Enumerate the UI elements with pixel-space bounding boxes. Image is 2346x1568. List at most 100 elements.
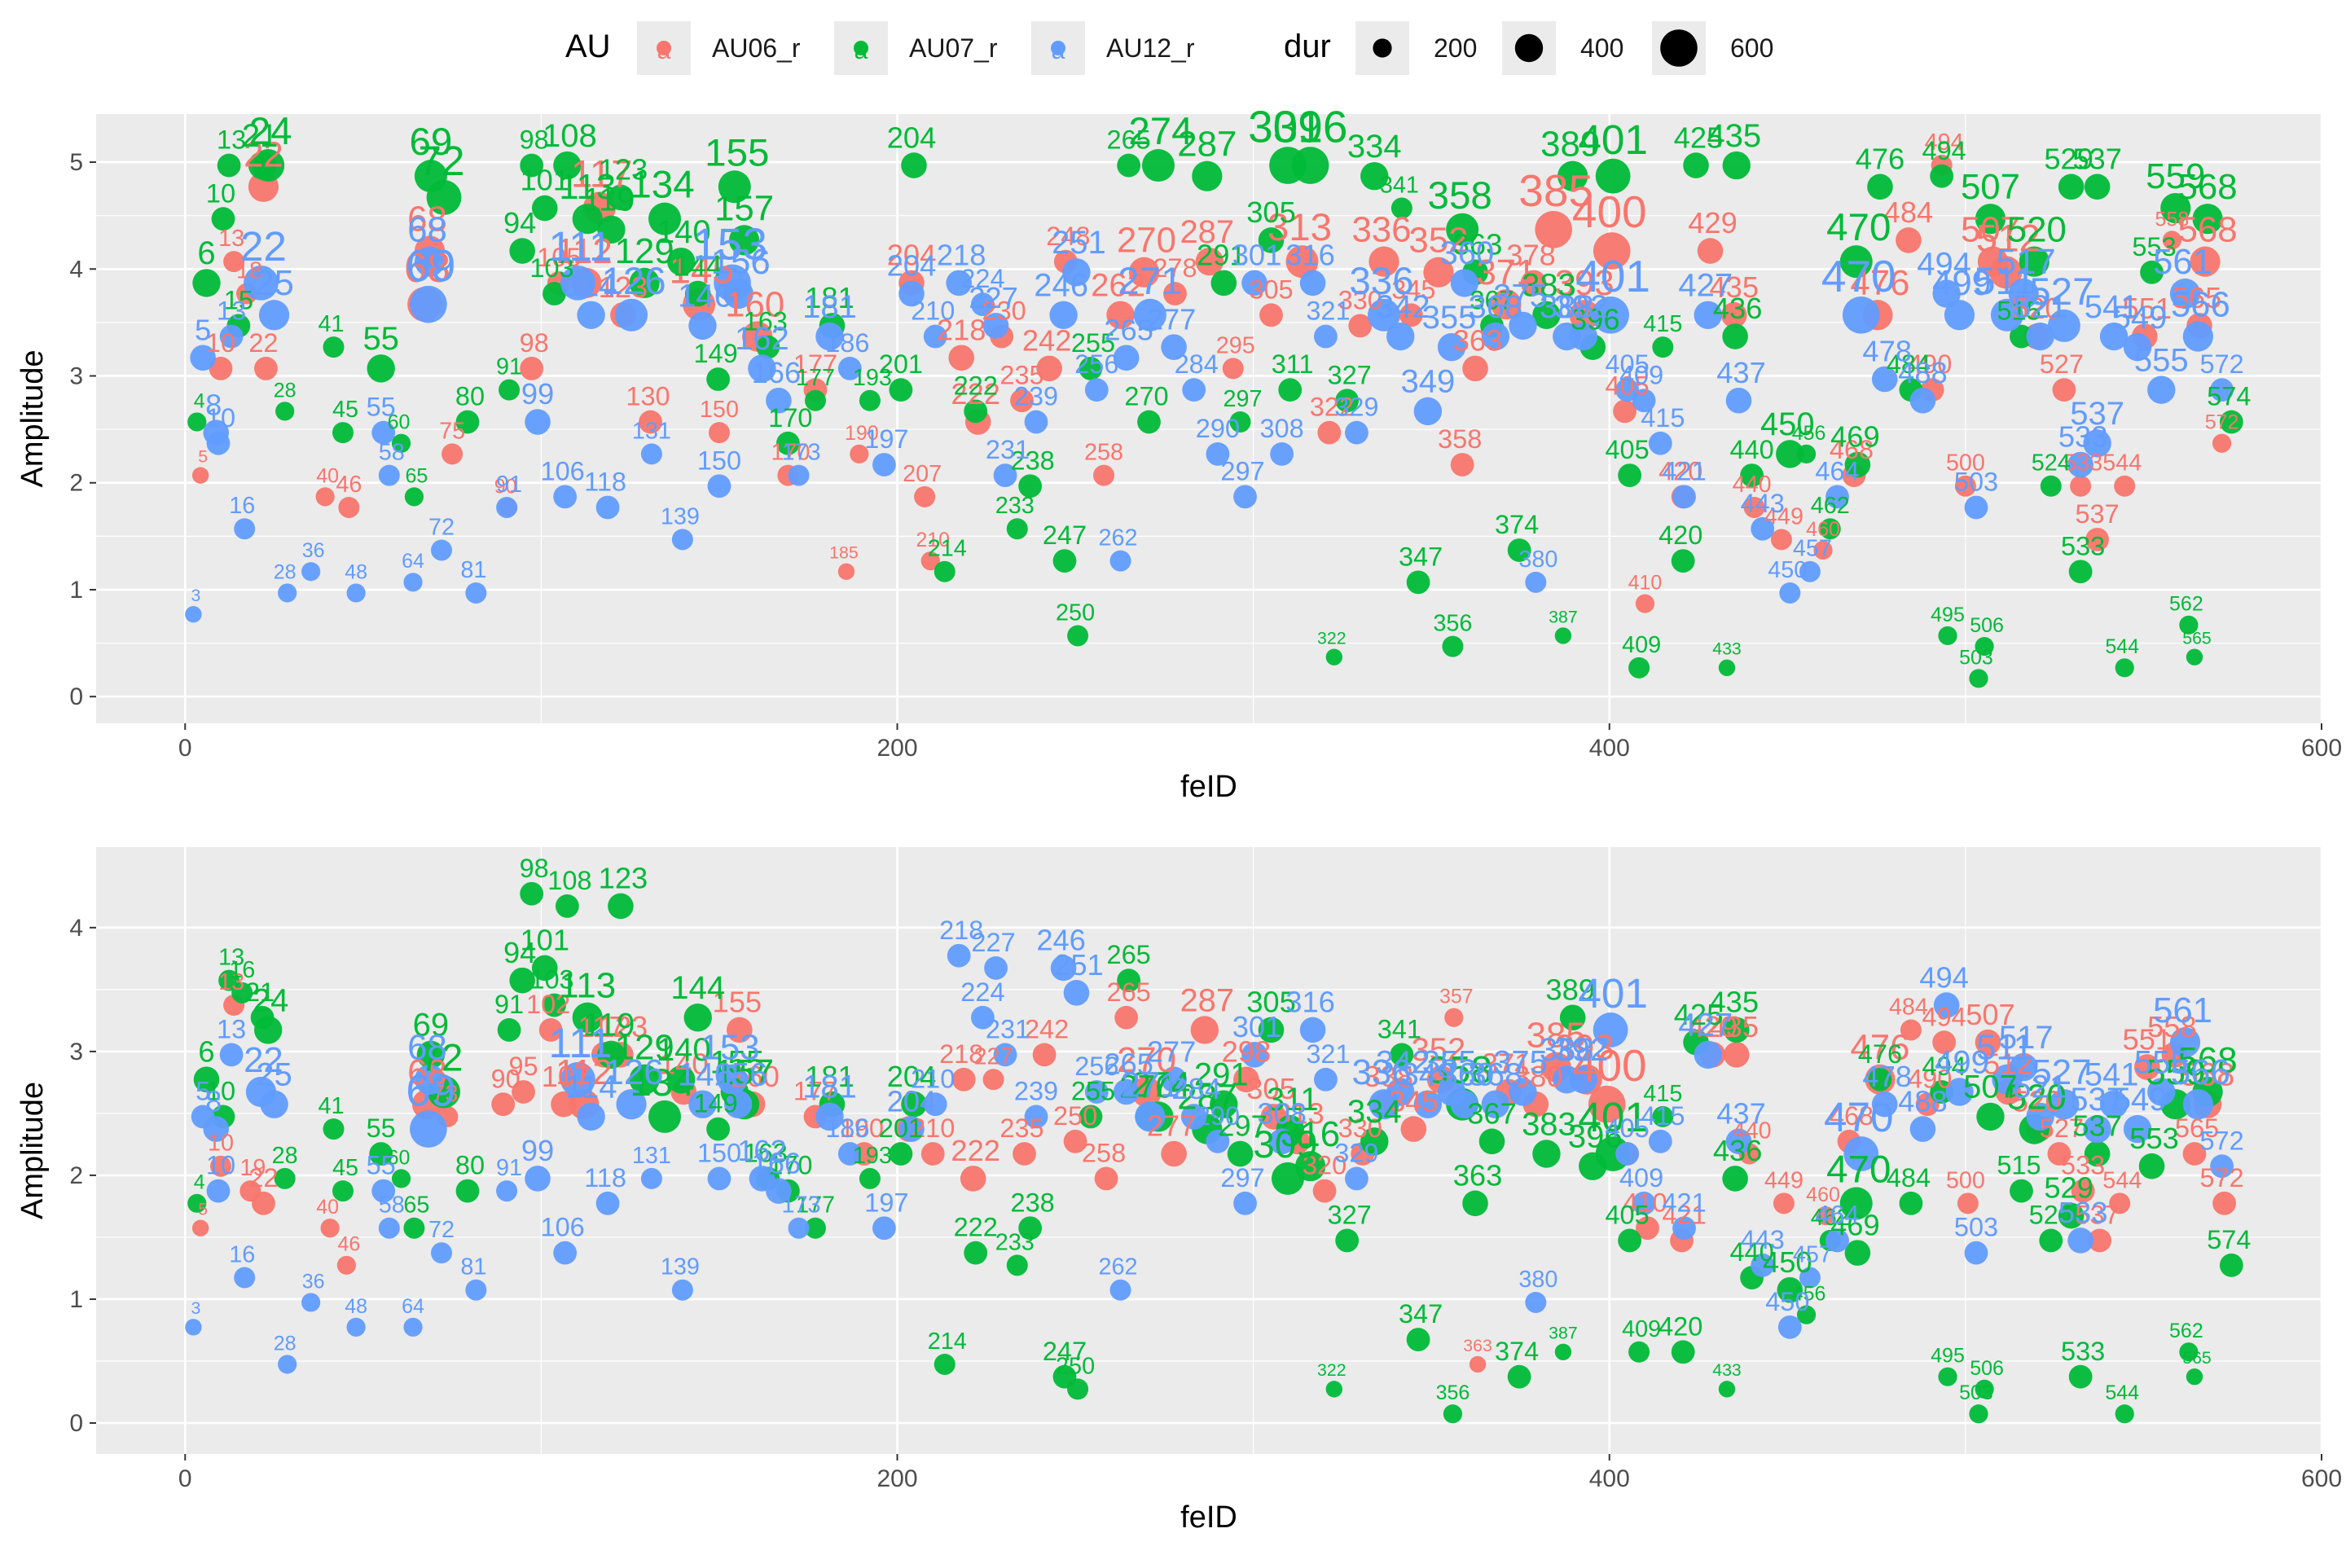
point-label-AU12_r: 153 bbox=[701, 1028, 760, 1068]
y-tick-label: 0 bbox=[69, 1410, 83, 1437]
point-label-AU07_r: 425 bbox=[1674, 121, 1724, 154]
point-label-AU06_r: 210 bbox=[916, 529, 950, 551]
point-AU12_r bbox=[1368, 298, 1401, 332]
point-label-AU12_r: 301 bbox=[1232, 1010, 1282, 1043]
point-label-AU12_r: 316 bbox=[1285, 239, 1335, 272]
point-AU07_r bbox=[901, 152, 927, 178]
x-tick-label: 0 bbox=[178, 735, 192, 762]
point-label-AU12_r: 488 bbox=[1898, 356, 1948, 389]
point-label-AU07_r: 233 bbox=[995, 1229, 1035, 1255]
point-label-AU07_r: 94 bbox=[503, 206, 536, 239]
point-AU12_r bbox=[403, 573, 423, 592]
point-AU06_r bbox=[1444, 1008, 1464, 1027]
point-label-AU06_r: 537 bbox=[2075, 1201, 2119, 1230]
point-label-AU07_r: 520 bbox=[2007, 210, 2067, 250]
point-label-AU07_r: 415 bbox=[1643, 311, 1682, 337]
point-label-AU12_r: 329 bbox=[1334, 1139, 1378, 1168]
point-label-AU07_r: 15 bbox=[224, 285, 253, 314]
y-tick-label: 0 bbox=[69, 683, 83, 710]
point-AU06_r bbox=[1773, 1192, 1795, 1214]
point-label-AU06_r: 248 bbox=[1046, 222, 1090, 251]
point-AU12_r bbox=[560, 1061, 595, 1097]
point-label-AU07_r: 470 bbox=[1826, 206, 1891, 249]
point-AU12_r bbox=[1990, 298, 2023, 332]
point-label-AU12_r: 81 bbox=[460, 557, 486, 583]
point-AU12_r bbox=[234, 518, 256, 540]
x-tick-label: 600 bbox=[2301, 735, 2342, 762]
point-label-AU07_r: 98 bbox=[520, 854, 549, 883]
point-label-AU06_r: 565 bbox=[2172, 281, 2222, 314]
point-AU06_r bbox=[1957, 1192, 1979, 1214]
point-AU12_r bbox=[1161, 334, 1187, 360]
point-label-AU07_r: 405 bbox=[1605, 1201, 1649, 1230]
point-AU12_r bbox=[1345, 420, 1368, 445]
point-AU06_r bbox=[914, 485, 936, 507]
point-AU07_r bbox=[1507, 1364, 1531, 1389]
legend: AU a AU06_r a AU07_r a AU12_r dur 200 400 600 bbox=[565, 21, 1773, 75]
point-label-AU12_r: 114 bbox=[565, 1069, 617, 1105]
point-label-AU07_r: 4 bbox=[194, 1171, 205, 1194]
legend-size-title: dur bbox=[1284, 29, 1331, 64]
point-label-AU06_r: 305 bbox=[1249, 275, 1293, 304]
legend-size-label: 200 bbox=[1434, 33, 1477, 63]
point-label-AU06_r: 568 bbox=[2181, 1056, 2235, 1092]
point-label-AU07_r: 506 bbox=[1970, 1357, 2004, 1380]
point-label-AU06_r: 155 bbox=[713, 986, 762, 1019]
point-label-AU12_r: 572 bbox=[2199, 1126, 2243, 1155]
point-label-AU06_r: 400 bbox=[1572, 1040, 1647, 1091]
point-label-AU07_r: 41 bbox=[318, 1093, 344, 1119]
y-tick-label: 3 bbox=[69, 1039, 83, 1065]
point-AU07_r bbox=[756, 335, 780, 359]
point-label-AU07_r: 462 bbox=[1811, 1205, 1850, 1231]
point-AU12_r bbox=[2009, 1052, 2038, 1082]
legend-size-label: 600 bbox=[1730, 33, 1773, 63]
point-AU07_r bbox=[1975, 1379, 1994, 1399]
point-AU06_r bbox=[338, 496, 360, 518]
point-label-AU12_r: 218 bbox=[937, 239, 986, 272]
point-AU12_r bbox=[1314, 1067, 1338, 1091]
point-AU07_r bbox=[901, 1091, 927, 1118]
point-label-AU07_r: 55 bbox=[362, 321, 399, 357]
point-AU12_r bbox=[431, 1242, 453, 1264]
point-label-AU06_r: 435 bbox=[1709, 270, 1759, 304]
point-label-AU12_r: 470 bbox=[1824, 1094, 1894, 1140]
point-AU07_r bbox=[1722, 1166, 1748, 1192]
point-AU12_r bbox=[984, 956, 1008, 980]
point-AU06_r bbox=[254, 356, 278, 380]
point-label-AU07_r: 144 bbox=[673, 249, 723, 283]
point-AU12_r bbox=[560, 266, 595, 301]
point-AU06_r bbox=[1535, 210, 1572, 248]
point-AU06_r bbox=[708, 422, 730, 444]
point-label-AU12_r: 297 bbox=[1220, 1163, 1264, 1192]
point-label-AU07_r: 574 bbox=[2207, 1225, 2251, 1254]
point-label-AU07_r: 347 bbox=[1399, 1299, 1443, 1329]
point-AU07_r bbox=[667, 1065, 696, 1094]
point-label-AU07_r: 420 bbox=[1658, 520, 1702, 550]
point-label-AU07_r: 309 bbox=[1253, 1123, 1317, 1166]
point-label-AU12_r: 388 bbox=[1540, 289, 1594, 325]
point-label-AU12_r: 68 bbox=[407, 1028, 447, 1068]
point-label-AU07_r: 358 bbox=[1428, 1049, 1492, 1092]
point-label-AU07_r: 134 bbox=[630, 164, 694, 207]
point-AU12_r bbox=[301, 562, 321, 582]
point-label-AU07_r: 45 bbox=[332, 1155, 358, 1181]
point-AU12_r bbox=[671, 1279, 693, 1301]
point-AU12_r bbox=[1694, 301, 1722, 329]
point-label-AU07_r: 291 bbox=[1194, 1056, 1249, 1092]
legend-key-point bbox=[1051, 41, 1065, 55]
point-AU12_r bbox=[577, 301, 605, 329]
point-label-AU12_r: 48 bbox=[345, 560, 367, 583]
point-label-AU06_r: 490 bbox=[1908, 1064, 1952, 1093]
point-AU06_r bbox=[2071, 1179, 2095, 1203]
point-AU12_r bbox=[203, 1116, 230, 1142]
point-label-AU07_r: 515 bbox=[1997, 1151, 2041, 1180]
point-label-AU06_r: 75 bbox=[439, 418, 465, 444]
point-label-AU07_r: 433 bbox=[1712, 1360, 1742, 1380]
point-label-AU06_r: 145 bbox=[669, 249, 733, 292]
point-label-AU12_r: 405 bbox=[1605, 349, 1649, 379]
point-AU12_r bbox=[923, 1092, 947, 1117]
point-label-AU12_r: 308 bbox=[1257, 1096, 1307, 1130]
point-label-AU12_r: 118 bbox=[584, 468, 626, 497]
point-label-AU12_r: 437 bbox=[1716, 1096, 1766, 1130]
